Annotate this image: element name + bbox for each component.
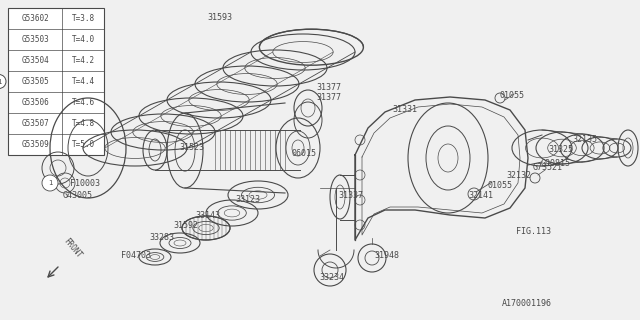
Text: FIG.113: FIG.113 <box>516 228 551 236</box>
Bar <box>8 8 104 155</box>
Text: G53509: G53509 <box>21 140 49 149</box>
Circle shape <box>0 75 6 89</box>
Text: G53507: G53507 <box>21 119 49 128</box>
Text: G53505: G53505 <box>21 77 49 86</box>
Text: 01055: 01055 <box>488 180 513 189</box>
Text: 31377: 31377 <box>316 84 341 92</box>
Text: 33143: 33143 <box>195 211 221 220</box>
Text: 31337: 31337 <box>338 190 363 199</box>
Text: 32141: 32141 <box>468 191 493 201</box>
Text: 1: 1 <box>0 78 1 84</box>
Text: T=4.8: T=4.8 <box>72 119 95 128</box>
Text: F04703: F04703 <box>121 251 151 260</box>
Text: T=4.4: T=4.4 <box>72 77 95 86</box>
Text: 31592: 31592 <box>173 221 198 230</box>
Text: 31523: 31523 <box>179 143 205 153</box>
Text: 06015: 06015 <box>291 148 317 157</box>
Text: F10003: F10003 <box>70 180 100 188</box>
Text: G43005: G43005 <box>63 191 93 201</box>
Text: FRONT: FRONT <box>61 236 83 260</box>
Circle shape <box>42 175 58 191</box>
Text: T=4.6: T=4.6 <box>72 98 95 107</box>
Text: A170001196: A170001196 <box>502 299 552 308</box>
Text: 01055: 01055 <box>500 91 525 100</box>
Text: 33234: 33234 <box>319 274 344 283</box>
Text: 33283: 33283 <box>150 234 175 243</box>
Text: G53506: G53506 <box>21 98 49 107</box>
Text: 32135: 32135 <box>572 135 597 145</box>
Text: G73521: G73521 <box>533 164 563 172</box>
Text: G53602: G53602 <box>21 14 49 23</box>
Text: T=3.8: T=3.8 <box>72 14 95 23</box>
Text: G53504: G53504 <box>21 56 49 65</box>
Text: 31593: 31593 <box>207 13 232 22</box>
Text: 1: 1 <box>48 180 52 186</box>
Text: 31331: 31331 <box>392 106 417 115</box>
Text: T=4.2: T=4.2 <box>72 56 95 65</box>
Text: 31377: 31377 <box>316 93 341 102</box>
Text: T=5.0: T=5.0 <box>72 140 95 149</box>
Text: G53503: G53503 <box>21 35 49 44</box>
Text: 32132: 32132 <box>506 171 531 180</box>
Text: 31948: 31948 <box>374 251 399 260</box>
Text: 31325: 31325 <box>548 146 573 155</box>
Text: 33123: 33123 <box>236 195 260 204</box>
Text: G90815: G90815 <box>541 158 571 167</box>
Text: T=4.0: T=4.0 <box>72 35 95 44</box>
